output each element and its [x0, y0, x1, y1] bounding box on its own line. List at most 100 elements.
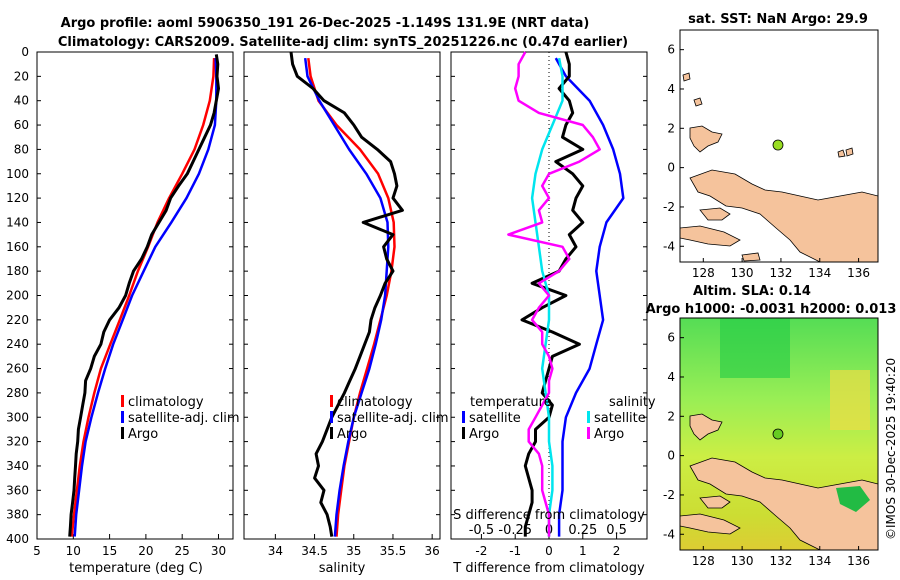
series-temperature-satellite	[554, 57, 625, 537]
legend-satellite-swatch	[121, 411, 124, 423]
legend-temp-satellite-swatch	[462, 411, 465, 423]
sst-land-seram	[680, 225, 741, 247]
series-argo	[68, 54, 220, 537]
sst-land-birdshead	[689, 169, 878, 262]
sst-y-tick-label: 2	[667, 121, 675, 135]
legend-sal-satellite-swatch	[587, 411, 590, 423]
x-tick-label: 34.5	[301, 544, 328, 558]
sla-bay-patch	[836, 486, 870, 512]
sla-high-patch	[720, 318, 790, 378]
sst-land-waigeo	[689, 125, 723, 153]
s-diff-tick-label: -0.5	[469, 523, 494, 538]
salinity-legend: climatology satellite-adj. clim Argo	[330, 395, 449, 442]
depth-tick-label: 300	[6, 410, 29, 424]
depth-tick-label: 260	[6, 362, 29, 376]
sst-land-islet2	[682, 72, 691, 82]
depth-tick-label: 220	[6, 313, 29, 327]
x-tick-label: 5	[33, 544, 41, 558]
temperature-xlabel: temperature (deg C)	[69, 561, 203, 576]
depth-tick-label: 340	[6, 459, 29, 473]
depth-tick-label: 360	[6, 483, 29, 497]
legend-climatology-swatch	[121, 395, 124, 407]
legend-sal-argo-swatch	[587, 427, 590, 439]
x-tick-label: 30	[211, 544, 226, 558]
sst-x-tick-label: 132	[769, 266, 792, 280]
series-argo	[289, 51, 404, 537]
depth-tick-label: 120	[6, 191, 29, 205]
series-satellite-adj-clim	[73, 58, 218, 537]
legend-sal-argo-label: Argo	[594, 427, 624, 442]
sla-land-misool	[699, 495, 731, 509]
legend-climatology-label: climatology	[337, 395, 413, 410]
sla-y-tick-label: 4	[667, 370, 675, 384]
x-tick-label: 20	[138, 544, 153, 558]
sla-map-title-line2: Argo h1000: -0.0031 h2000: 0.013	[646, 302, 897, 317]
difference-xlabel: T difference from climatology	[452, 561, 645, 576]
depth-tick-label: 180	[6, 264, 29, 278]
depth-tick-label: 60	[14, 118, 29, 132]
sla-land-waigeo	[689, 413, 723, 441]
legend-argo-swatch	[121, 427, 124, 439]
depth-tick-label: 0	[21, 45, 29, 59]
x-tick-label: 35.5	[380, 544, 407, 558]
series-salinity-argo	[507, 51, 601, 537]
legend-argo-swatch	[330, 427, 333, 439]
sst-land-islet1	[693, 97, 703, 107]
sst-y-tick-label: 0	[667, 161, 675, 175]
sla-argo-marker	[772, 428, 784, 440]
sst-x-tick-label: 130	[731, 266, 754, 280]
sla-x-tick-label: 134	[808, 554, 831, 568]
s-diff-tick-label: -0.25	[498, 523, 532, 538]
depth-tick-label: 100	[6, 167, 29, 181]
sst-x-tick-label: 136	[847, 266, 870, 280]
legend-sal-satellite-label: satellite	[594, 411, 646, 426]
legend-temperature-header: temperature	[470, 395, 552, 410]
sla-x-tick-label: 128	[692, 554, 715, 568]
sla-x-tick-label: 136	[847, 554, 870, 568]
x-tick-label: 34	[268, 544, 283, 558]
legend-temp-argo-swatch	[462, 427, 465, 439]
sla-x-tick-label: 132	[769, 554, 792, 568]
x-tick-label: 25	[175, 544, 190, 558]
sst-y-tick-label: 6	[667, 43, 675, 57]
depth-tick-label: 40	[14, 94, 29, 108]
sla-y-tick-label: 0	[667, 449, 675, 463]
legend-temp-satellite-label: satellite	[469, 411, 521, 426]
series-satellite-adj-clim	[303, 57, 390, 537]
sst-map-title: sat. SST: NaN Argo: 29.9	[688, 12, 868, 27]
sla-land-birdshead	[689, 457, 878, 550]
x-tick-label: 35	[346, 544, 361, 558]
figure-title-line2: Climatology: CARS2009. Satellite-adj cli…	[58, 35, 628, 50]
figure-title-line1: Argo profile: aoml 5906350_191 26-Dec-20…	[61, 16, 590, 31]
salinity-panel-frame	[243, 51, 441, 540]
sla-y-tick-label: -4	[663, 527, 675, 541]
sla-map	[680, 318, 878, 550]
sla-land-seram	[680, 513, 741, 535]
x-tick-label: 36	[425, 544, 440, 558]
sst-x-tick-label: 128	[692, 266, 715, 280]
sst-land-islet5	[741, 252, 761, 262]
legend-satellite-label: satellite-adj. clim	[128, 411, 240, 426]
sst-land-islet4	[837, 149, 846, 158]
sst-map-frame	[679, 29, 879, 263]
salinity-xlabel: salinity	[319, 561, 366, 576]
x-tick-label: -2	[475, 544, 487, 558]
sst-argo-marker	[772, 139, 784, 151]
difference-top-xlabel: S difference from climatology	[453, 508, 645, 523]
x-tick-label: -1	[509, 544, 521, 558]
legend-satellite-swatch	[330, 411, 333, 423]
depth-tick-label: 140	[6, 215, 29, 229]
depth-tick-label: 80	[14, 142, 29, 156]
series-temperature-argo	[520, 51, 585, 537]
sst-x-tick-label: 134	[808, 266, 831, 280]
x-tick-label: 15	[102, 544, 117, 558]
difference-plot: -2 -1 0 1 2-0.5 -0.25 0 0.25 0.5	[451, 51, 647, 558]
depth-tick-label: 400	[6, 532, 29, 546]
difference-legend: temperature salinity satellite Argo sate…	[462, 395, 656, 442]
sst-map	[680, 30, 878, 262]
watermark: ©IMOS 30-Dec-2025 19:40:20	[884, 358, 898, 540]
sla-y-tick-label: 2	[667, 409, 675, 423]
depth-tick-label: 240	[6, 337, 29, 351]
legend-temp-argo-label: Argo	[469, 427, 499, 442]
